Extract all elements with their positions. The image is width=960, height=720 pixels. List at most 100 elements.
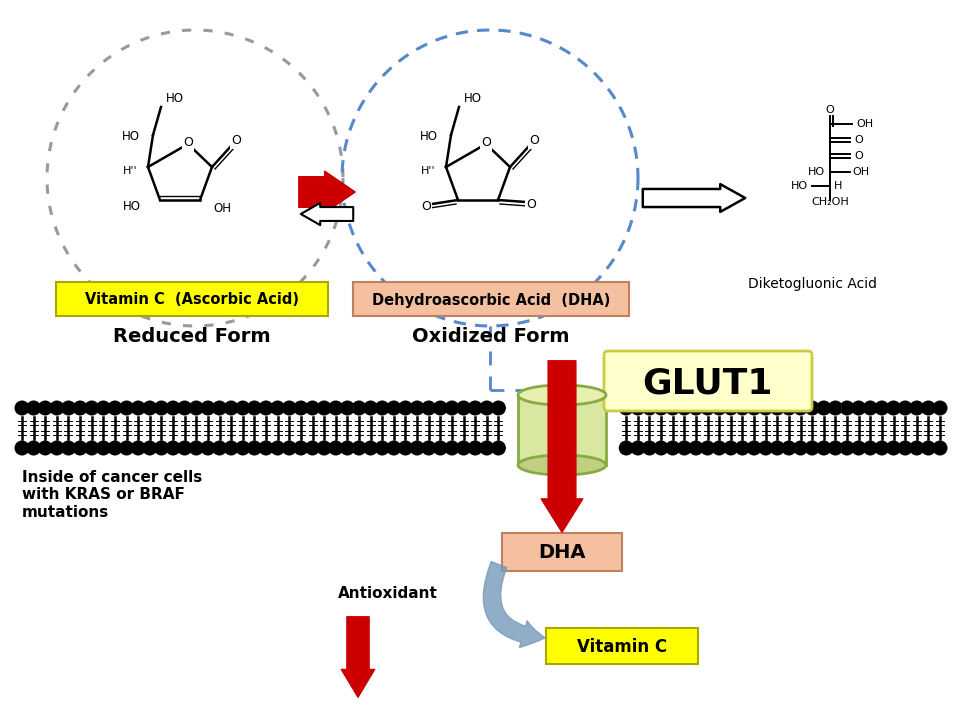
- Circle shape: [282, 441, 297, 456]
- Circle shape: [665, 441, 681, 456]
- Circle shape: [619, 441, 634, 456]
- Circle shape: [270, 441, 285, 456]
- Circle shape: [723, 400, 738, 415]
- Circle shape: [758, 400, 773, 415]
- Circle shape: [96, 441, 110, 456]
- Circle shape: [108, 441, 123, 456]
- Circle shape: [119, 441, 134, 456]
- Circle shape: [398, 441, 413, 456]
- Circle shape: [758, 441, 773, 456]
- FancyArrowPatch shape: [643, 184, 745, 212]
- Text: Antioxidant: Antioxidant: [338, 587, 438, 601]
- Circle shape: [270, 400, 285, 415]
- Circle shape: [73, 441, 87, 456]
- Circle shape: [317, 400, 331, 415]
- Text: Vitamin C  (Ascorbic Acid): Vitamin C (Ascorbic Acid): [85, 292, 299, 307]
- Circle shape: [631, 400, 645, 415]
- Circle shape: [921, 441, 936, 456]
- Circle shape: [247, 400, 262, 415]
- Circle shape: [747, 400, 761, 415]
- Circle shape: [328, 441, 344, 456]
- Circle shape: [224, 441, 239, 456]
- Circle shape: [61, 441, 76, 456]
- Circle shape: [189, 441, 204, 456]
- Text: O: O: [421, 199, 431, 212]
- Circle shape: [410, 400, 424, 415]
- Circle shape: [723, 441, 738, 456]
- Circle shape: [863, 441, 877, 456]
- Circle shape: [247, 441, 262, 456]
- Circle shape: [14, 400, 30, 415]
- Circle shape: [711, 400, 727, 415]
- Circle shape: [235, 400, 251, 415]
- Circle shape: [351, 400, 367, 415]
- Text: Reduced Form: Reduced Form: [113, 326, 271, 346]
- Circle shape: [37, 441, 53, 456]
- Circle shape: [804, 400, 820, 415]
- Circle shape: [374, 400, 390, 415]
- Circle shape: [154, 400, 169, 415]
- Circle shape: [479, 441, 494, 456]
- Circle shape: [770, 441, 785, 456]
- Circle shape: [294, 441, 308, 456]
- Text: O: O: [481, 137, 491, 150]
- Circle shape: [119, 400, 134, 415]
- Circle shape: [433, 441, 447, 456]
- Circle shape: [804, 441, 820, 456]
- Circle shape: [61, 400, 76, 415]
- Circle shape: [96, 400, 110, 415]
- Circle shape: [735, 441, 750, 456]
- Circle shape: [165, 441, 180, 456]
- Circle shape: [781, 441, 797, 456]
- Circle shape: [654, 400, 668, 415]
- FancyArrowPatch shape: [300, 203, 353, 225]
- Circle shape: [840, 400, 854, 415]
- FancyBboxPatch shape: [353, 282, 629, 316]
- Circle shape: [165, 400, 180, 415]
- Text: Diketogluonic Acid: Diketogluonic Acid: [748, 277, 876, 291]
- Circle shape: [386, 441, 401, 456]
- Circle shape: [840, 441, 854, 456]
- Circle shape: [282, 400, 297, 415]
- Circle shape: [340, 441, 355, 456]
- Circle shape: [852, 441, 866, 456]
- Circle shape: [421, 441, 436, 456]
- Circle shape: [49, 400, 64, 415]
- Text: H: H: [834, 181, 842, 191]
- Text: O: O: [854, 135, 863, 145]
- Circle shape: [212, 441, 228, 456]
- FancyBboxPatch shape: [518, 395, 606, 465]
- Circle shape: [363, 441, 378, 456]
- Circle shape: [631, 441, 645, 456]
- Text: HO: HO: [808, 167, 826, 177]
- FancyBboxPatch shape: [604, 351, 812, 411]
- Circle shape: [479, 400, 494, 415]
- Circle shape: [14, 441, 30, 456]
- Circle shape: [688, 441, 704, 456]
- Circle shape: [258, 400, 274, 415]
- Circle shape: [747, 441, 761, 456]
- FancyArrowPatch shape: [299, 171, 355, 213]
- Text: CH₂OH: CH₂OH: [811, 197, 849, 207]
- Circle shape: [386, 400, 401, 415]
- Circle shape: [84, 400, 99, 415]
- Circle shape: [677, 441, 692, 456]
- Text: O: O: [231, 135, 241, 148]
- Text: HO: HO: [166, 92, 184, 106]
- Circle shape: [886, 441, 901, 456]
- Circle shape: [398, 400, 413, 415]
- Circle shape: [201, 441, 215, 456]
- Circle shape: [793, 441, 808, 456]
- Circle shape: [49, 441, 64, 456]
- Circle shape: [142, 400, 157, 415]
- Circle shape: [781, 400, 797, 415]
- Circle shape: [444, 441, 460, 456]
- Circle shape: [654, 441, 668, 456]
- Text: GLUT1: GLUT1: [643, 366, 773, 400]
- Circle shape: [852, 400, 866, 415]
- Circle shape: [898, 400, 913, 415]
- Circle shape: [491, 441, 506, 456]
- Text: OH: OH: [213, 202, 231, 215]
- Circle shape: [909, 400, 924, 415]
- Circle shape: [793, 400, 808, 415]
